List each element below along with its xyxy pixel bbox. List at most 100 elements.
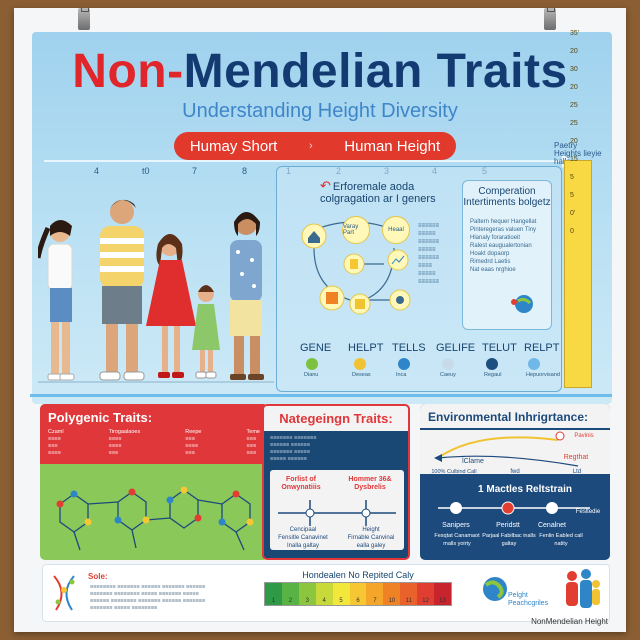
legend-dot	[306, 358, 318, 370]
legend-dot-label: Deseas	[352, 372, 371, 378]
comparison-list: Paltern hequer Hangellat Pinteregeras va…	[470, 219, 537, 273]
ruler-number: 25	[570, 102, 578, 109]
legend-dot-label: Regaul	[484, 372, 502, 378]
gradient-bar-cell: 3	[298, 583, 316, 605]
legend-dot-label: Hepuorvisand	[526, 372, 560, 378]
height-ruler	[564, 160, 592, 388]
legend-dot-label: Inca	[396, 372, 407, 378]
nategeign-cross-diagram	[278, 500, 396, 526]
binder-clip	[78, 8, 90, 30]
legend-dot	[398, 358, 410, 370]
polygenic-panel: Polygenic Traits: Czaml ≡≡≡≡ ≡≡≡ ≡≡≡≡ Tirog…	[40, 404, 268, 560]
ruler-number: 30	[570, 66, 578, 73]
dna-icon	[53, 575, 75, 611]
globe-label: Pelght Peachcgriles	[508, 592, 549, 607]
env-badge-top: Pavinis	[574, 433, 594, 439]
env-caption: Cenalnet	[537, 522, 567, 529]
comparison-box	[462, 180, 552, 330]
height-axis	[44, 160, 564, 162]
banner-right-label: Human Height	[344, 137, 441, 155]
legend-dot	[442, 358, 454, 370]
legend-dot-label: Caeuy	[440, 372, 456, 378]
poster-title: Non-Mendelian Traits	[14, 44, 626, 99]
banner-left-label: Humay Short	[189, 137, 278, 155]
gene-flow-diagram	[301, 221, 411, 315]
ruler-number: 15	[570, 156, 578, 163]
person-figure	[192, 285, 220, 379]
nategeign-caption: Cencipaal Fensitle Canavinet Inalla galta…	[278, 527, 328, 549]
legend-header: HELPT	[348, 342, 384, 354]
gradient-bar-cell: 6	[349, 583, 367, 605]
env-footer-caption: Fesqtat Canamaot malls yoirty	[434, 533, 480, 547]
globe-icon	[483, 577, 507, 601]
legend-header: GELIFE	[436, 342, 476, 354]
gradient-bar: 1 2 3 4 5 6 7 10 11 12 13	[264, 582, 452, 606]
people-illustration	[38, 199, 274, 383]
globe-pin-icon	[511, 295, 533, 313]
ruler-number: 20	[570, 138, 578, 145]
env-label: 100% Culbind Call	[431, 469, 477, 475]
polygenic-header: Polygenic Traits: Czaml ≡≡≡≡ ≡≡≡ ≡≡≡≡ Tirog…	[40, 404, 268, 464]
env-label: Ltd	[572, 469, 582, 475]
nategeign-right-label: Hommer 36& Dysbrelis	[348, 476, 392, 491]
comparison-title: Comperation Intertiments bolgetz	[463, 186, 551, 208]
gradient-bar-cell: 10	[383, 583, 401, 605]
legend-header: TELUT	[482, 342, 517, 354]
polygenic-col: Reepe ≡≡≡ ≡≡≡≡ ≡≡≡	[185, 429, 202, 456]
polygenic-col: Czaml ≡≡≡≡ ≡≡≡ ≡≡≡≡	[48, 429, 64, 456]
env-label: fwd	[510, 469, 520, 475]
chart-icon	[387, 249, 409, 271]
legend-header: GENE	[300, 342, 332, 354]
env-footer-caption: Parjaal Fabilbac inalls galtay	[482, 533, 536, 547]
ruler-number: 25	[570, 120, 578, 127]
height-banner: Humay Short › Human Height	[174, 132, 456, 160]
ruler-number: 35'	[570, 30, 580, 37]
gradient-bar-cell: 5	[332, 583, 350, 605]
environmental-curve	[434, 431, 579, 467]
person-figure	[230, 212, 264, 380]
legend-dot	[354, 358, 366, 370]
nategeign-left-label: Forlist of Onwynatiiis	[281, 476, 321, 491]
gradient-bar-cell: 2	[281, 583, 299, 605]
nategeign-caption: Height Firnable Canvinal ealla galey	[347, 527, 395, 549]
title-red-part: Non-	[72, 45, 184, 98]
axis-tick: 7	[192, 166, 198, 176]
legend-dot-label: Dianu	[304, 372, 319, 378]
binder-clip	[544, 8, 556, 30]
legend-dot	[486, 358, 498, 370]
gradient-bar-cell: 1	[265, 583, 282, 605]
gradient-bar-cell: 13	[434, 583, 451, 605]
family-icon	[566, 569, 600, 608]
gradient-bar-cell: 11	[400, 583, 418, 605]
env-caption: Peridstt	[496, 522, 520, 529]
env-label: lClame	[462, 458, 484, 465]
gradient-bar-title: Hondealen No Repited Caly	[302, 570, 414, 580]
poster-credit: NonMendelian Height	[531, 617, 608, 626]
curved-arrow-icon: ↶	[320, 178, 331, 193]
env-caption: Sanipers	[442, 522, 470, 529]
axis-tick: 4	[94, 166, 100, 176]
legend-dot	[528, 358, 540, 370]
footer-sole-label: Sole:	[88, 572, 108, 581]
ruler-number: 5	[570, 192, 574, 199]
ruler-number: 0	[570, 228, 574, 235]
env-caption: Fesltedie	[575, 509, 601, 515]
axis-tick: t0	[142, 166, 150, 176]
molecule-illustration	[56, 486, 254, 551]
nategeign-title: Nategeingn Traits:	[264, 406, 408, 431]
diagram-node: Heaal	[382, 216, 410, 244]
polygenic-col: Tirogaalaoes ≡≡≡≡ ≡≡≡≡ ≡≡≡	[108, 429, 141, 456]
ruler-number: 20	[570, 48, 578, 55]
poster-subtitle: Understanding Height Diversity	[182, 100, 458, 122]
env-badge: Regthat	[563, 454, 589, 461]
title-blue-part: Mendelian Traits	[183, 45, 568, 98]
person-figure	[146, 234, 196, 378]
polygenic-title: Polygenic Traits:	[48, 410, 153, 425]
footer-text: ≡≡≡≡≡≡≡≡ ≡≡≡≡≡≡≡ ≡≡≡≡≡≡ ≡≡≡≡≡≡≡ ≡≡≡≡≡≡ ≡≡…	[90, 584, 206, 611]
poster: Non-Mendelian Traits Understanding Heigh…	[14, 8, 626, 632]
gradient-bar-cell: 4	[315, 583, 333, 605]
divider	[30, 394, 612, 397]
person-figure	[38, 220, 75, 381]
gradient-bar-cell: 7	[366, 583, 384, 605]
environmental-title: Environmental Inhrigrtance:	[420, 404, 610, 428]
